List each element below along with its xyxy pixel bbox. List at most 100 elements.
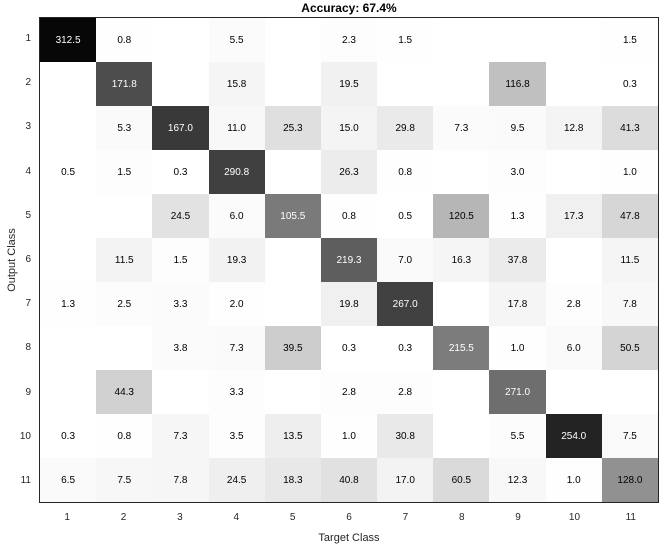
matrix-cell: 1.5 <box>377 18 434 62</box>
matrix-cell: 0.8 <box>96 18 153 62</box>
x-axis-label: Target Class <box>318 532 380 544</box>
matrix-cell <box>433 18 490 62</box>
matrix-cell: 50.5 <box>601 326 658 370</box>
matrix-cell <box>264 62 321 106</box>
matrix-cell: 0.3 <box>40 414 97 458</box>
matrix-cell <box>545 62 602 106</box>
matrix-cell: 312.5 <box>40 18 97 62</box>
matrix-cell: 1.3 <box>489 194 546 238</box>
matrix-cell <box>433 150 490 194</box>
matrix-cell: 7.5 <box>96 458 153 502</box>
matrix-cell: 16.3 <box>433 238 490 282</box>
matrix-cell: 128.0 <box>601 458 658 502</box>
matrix-cell: 30.8 <box>377 414 434 458</box>
matrix-cell: 7.3 <box>152 414 209 458</box>
matrix-cell <box>545 238 602 282</box>
x-tick-label: 2 <box>120 512 127 523</box>
matrix-cell <box>264 282 321 326</box>
matrix-cell: 19.5 <box>320 62 378 106</box>
matrix-cell: 15.8 <box>208 62 265 106</box>
matrix-cell: 1.3 <box>40 282 97 326</box>
matrix-cell: 25.3 <box>264 106 321 150</box>
matrix-cell: 1.0 <box>320 414 378 458</box>
x-tick-label: 11 <box>625 512 637 523</box>
matrix-cell: 1.5 <box>601 18 658 62</box>
matrix-cell <box>545 150 602 194</box>
matrix-cell: 29.8 <box>377 106 434 150</box>
matrix-cell: 271.0 <box>489 370 546 414</box>
matrix-cell: 37.8 <box>489 238 546 282</box>
matrix-cell: 7.0 <box>377 238 434 282</box>
y-tick-label: 5 <box>25 209 31 221</box>
matrix-cell: 15.0 <box>320 106 378 150</box>
matrix-cell: 2.8 <box>320 370 378 414</box>
matrix-cell <box>96 194 153 238</box>
matrix-cell <box>264 370 321 414</box>
matrix-cell: 44.3 <box>96 370 153 414</box>
y-tick-label: 3 <box>25 121 31 133</box>
matrix-cell: 290.8 <box>208 150 265 194</box>
matrix-cell <box>40 326 97 370</box>
matrix-cell: 0.3 <box>320 326 378 370</box>
matrix-cell: 17.3 <box>545 194 602 238</box>
matrix-cell: 215.5 <box>433 326 490 370</box>
x-tick-label: 8 <box>458 512 465 523</box>
matrix-cell: 19.3 <box>208 238 265 282</box>
x-tick-label: 1 <box>64 512 70 523</box>
matrix-cell <box>152 370 209 414</box>
matrix-cell: 0.5 <box>377 194 434 238</box>
matrix-cell: 41.3 <box>601 106 658 150</box>
matrix-cell: 3.0 <box>489 150 546 194</box>
matrix-cell: 1.5 <box>96 150 153 194</box>
matrix-cell: 0.8 <box>377 150 434 194</box>
y-tick-label: 2 <box>25 77 31 89</box>
matrix-cell: 9.5 <box>489 106 546 150</box>
matrix-cell: 0.8 <box>320 194 378 238</box>
matrix-cell: 254.0 <box>545 414 602 458</box>
y-tick-label: 6 <box>25 254 31 265</box>
x-tick-label: 6 <box>346 512 352 523</box>
matrix-cell: 3.8 <box>152 326 209 370</box>
matrix-cell: 7.8 <box>152 458 209 502</box>
y-tick-label: 4 <box>25 165 31 177</box>
matrix-cell: 1.0 <box>601 150 658 194</box>
matrix-cell <box>264 150 321 194</box>
matrix-cell <box>152 18 209 62</box>
matrix-cell: 40.8 <box>320 458 378 502</box>
matrix-cell: 11.5 <box>601 238 658 282</box>
matrix-cell: 0.8 <box>96 414 153 458</box>
matrix-cell: 7.3 <box>433 106 490 150</box>
matrix-cell: 24.5 <box>208 458 265 502</box>
matrix-cell: 12.8 <box>545 106 602 150</box>
y-tick-label: 9 <box>25 386 31 398</box>
matrix-cell: 1.5 <box>152 238 209 282</box>
y-tick-label: 7 <box>25 298 31 310</box>
matrix-cell <box>40 238 97 282</box>
matrix-cell: 3.5 <box>208 414 265 458</box>
matrix-cell <box>40 62 97 106</box>
matrix-cell: 47.8 <box>601 194 658 238</box>
y-tick-label: 8 <box>25 342 31 354</box>
matrix-cell <box>601 370 658 414</box>
matrix-cell: 11.0 <box>208 106 265 150</box>
matrix-cell: 7.5 <box>601 414 658 458</box>
matrix-cell: 2.3 <box>320 18 378 62</box>
matrix-cell: 0.3 <box>601 62 658 106</box>
matrix-cell <box>40 370 97 414</box>
x-tick-label: 5 <box>289 512 296 523</box>
matrix-cell: 6.0 <box>208 194 265 238</box>
matrix-cell: 2.8 <box>545 282 602 326</box>
matrix-cell: 24.5 <box>152 194 209 238</box>
matrix-cell: 171.8 <box>96 62 153 106</box>
matrix-cell: 267.0 <box>377 282 434 326</box>
matrix-cell: 167.0 <box>152 106 209 150</box>
x-tick-label: 10 <box>568 512 581 523</box>
matrix-cell <box>264 18 321 62</box>
matrix-cell <box>96 326 153 370</box>
matrix-cell: 12.3 <box>489 458 546 502</box>
plot-area: 312.5 0.8 5.5 2.3 1.5 1.5 171.8 15.8 19.5 116.8 0.… <box>39 17 659 503</box>
matrix-cell <box>152 62 209 106</box>
matrix-cell: 17.8 <box>489 282 546 326</box>
matrix-cell: 0.5 <box>40 150 97 194</box>
matrix-cell <box>545 370 602 414</box>
